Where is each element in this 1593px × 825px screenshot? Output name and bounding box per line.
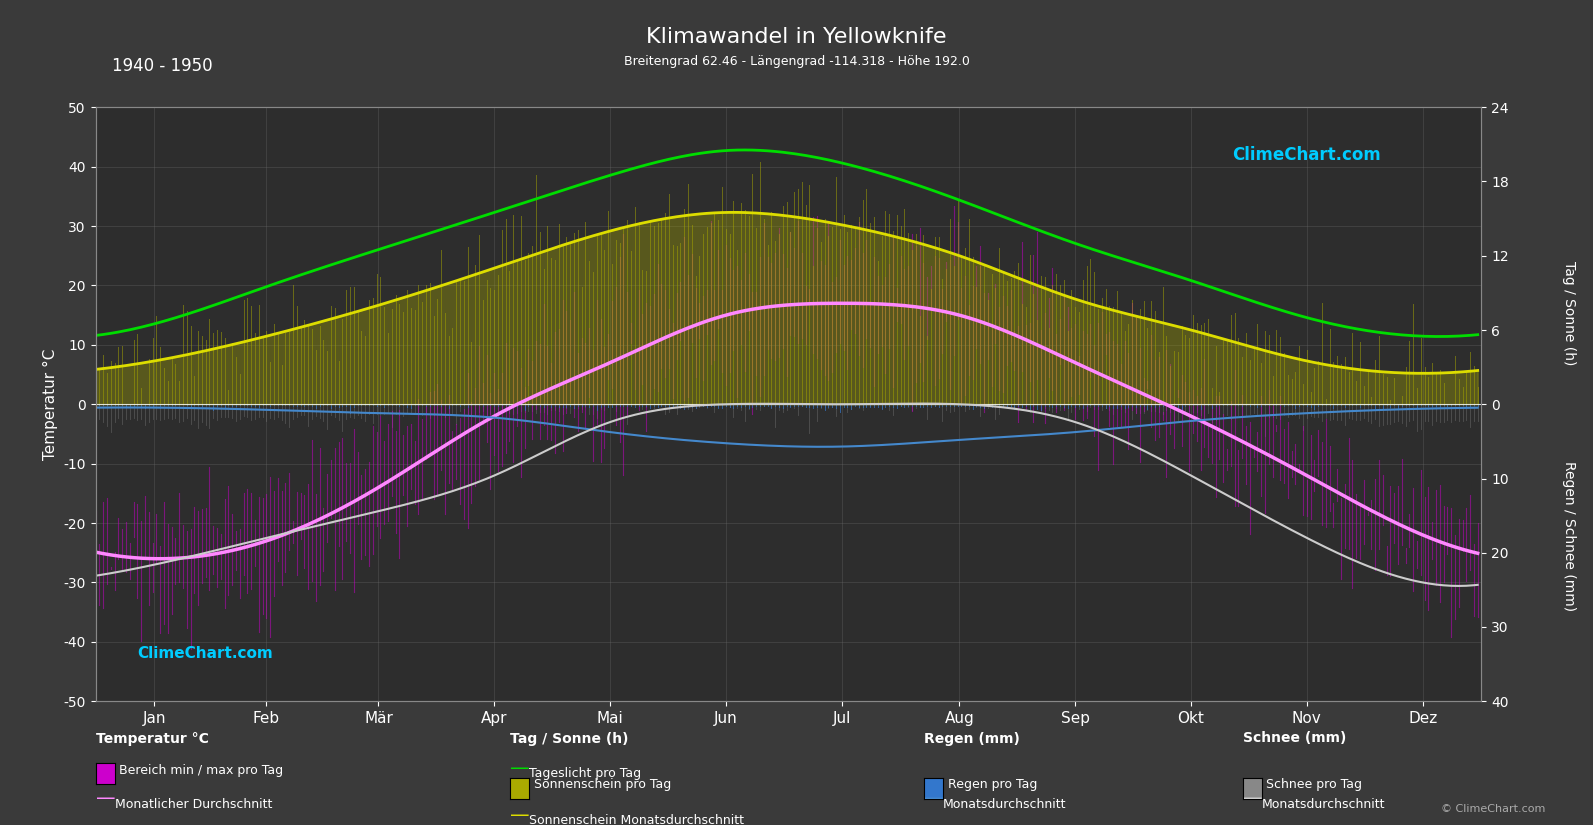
- Text: Monatlicher Durchschnitt: Monatlicher Durchschnitt: [115, 798, 272, 811]
- Text: Regen / Schnee (mm): Regen / Schnee (mm): [1563, 461, 1575, 611]
- Text: Monatsdurchschnitt: Monatsdurchschnitt: [943, 798, 1067, 811]
- Text: Monatsdurchschnitt: Monatsdurchschnitt: [1262, 798, 1386, 811]
- Text: Sonnenschein Monatsdurchschnitt: Sonnenschein Monatsdurchschnitt: [529, 814, 744, 825]
- Text: Tag / Sonne (h): Tag / Sonne (h): [510, 732, 628, 746]
- Text: ClimeChart.com: ClimeChart.com: [137, 646, 272, 661]
- Text: Tageslicht pro Tag: Tageslicht pro Tag: [529, 767, 640, 780]
- Text: Schnee (mm): Schnee (mm): [1243, 732, 1346, 746]
- Y-axis label: Temperatur °C: Temperatur °C: [43, 348, 57, 460]
- Text: —: —: [96, 790, 115, 808]
- Text: —: —: [1243, 790, 1262, 808]
- Text: Schnee pro Tag: Schnee pro Tag: [1266, 778, 1362, 791]
- Text: Regen pro Tag: Regen pro Tag: [948, 778, 1037, 791]
- Text: Temperatur °C: Temperatur °C: [96, 732, 209, 746]
- Text: Klimawandel in Yellowknife: Klimawandel in Yellowknife: [647, 27, 946, 47]
- Text: —: —: [510, 759, 529, 778]
- Text: 1940 - 1950: 1940 - 1950: [112, 57, 212, 75]
- Text: Tag / Sonne (h): Tag / Sonne (h): [1563, 262, 1575, 365]
- Text: ClimeChart.com: ClimeChart.com: [1231, 146, 1381, 164]
- Text: Breitengrad 62.46 - Längengrad -114.318 - Höhe 192.0: Breitengrad 62.46 - Längengrad -114.318 …: [623, 55, 970, 68]
- Text: Sonnenschein pro Tag: Sonnenschein pro Tag: [534, 778, 671, 791]
- Text: Bereich min / max pro Tag: Bereich min / max pro Tag: [119, 764, 284, 777]
- Text: Regen (mm): Regen (mm): [924, 732, 1020, 746]
- Text: © ClimeChart.com: © ClimeChart.com: [1440, 804, 1545, 813]
- Text: —: —: [510, 806, 529, 825]
- Text: —: —: [924, 790, 943, 808]
